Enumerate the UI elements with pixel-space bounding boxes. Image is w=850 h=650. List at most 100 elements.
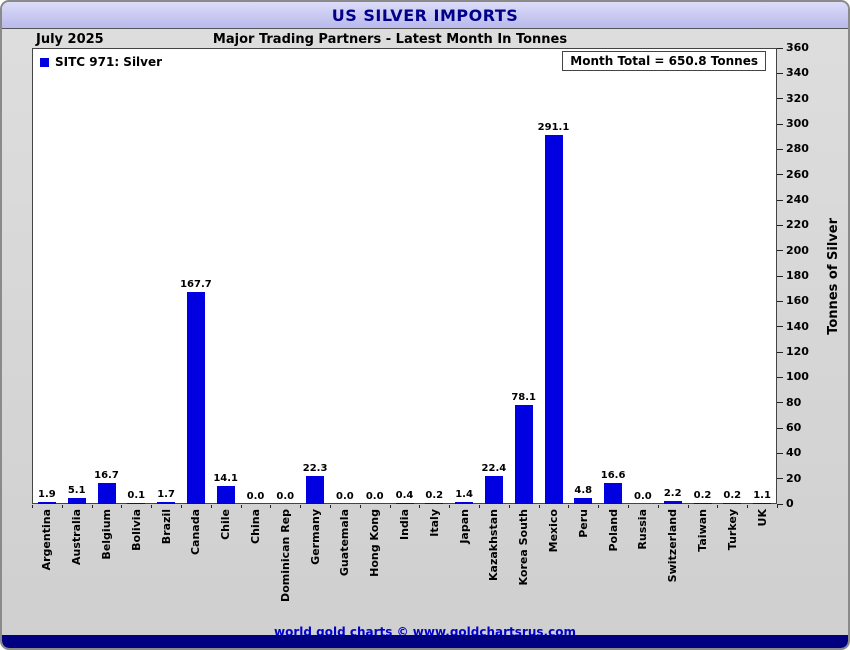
page-title: US SILVER IMPORTS: [2, 2, 848, 29]
x-axis-label-text: Canada: [189, 509, 203, 556]
bar: [574, 497, 593, 504]
x-axis-label-text: Mexico: [546, 509, 560, 553]
chart-subtitle: Major Trading Partners - Latest Month In…: [212, 32, 568, 47]
x-axis-label: UK: [747, 509, 777, 634]
y-axis-tick-label: 160: [786, 294, 809, 308]
bar-value-label: 78.1: [511, 392, 537, 404]
bar: [723, 503, 742, 504]
y-axis-tick-label: 80: [786, 395, 802, 409]
bar: [425, 503, 444, 504]
x-axis-tick: [240, 505, 242, 508]
y-axis-title-text: Tonnes of Silver: [825, 217, 841, 335]
bar: [97, 482, 116, 504]
bar: [455, 502, 474, 504]
x-axis-label: Japan: [449, 509, 479, 634]
bar: [127, 503, 146, 504]
x-axis-label: Germany: [300, 509, 330, 634]
bar-value-label: 2.2: [663, 488, 682, 500]
y-axis-tick-label: 300: [786, 117, 809, 130]
y-axis-tick-label: 200: [786, 243, 809, 257]
x-axis-label: Canada: [181, 509, 211, 634]
bar-value-label: 0.0: [336, 491, 354, 502]
x-axis-tick: [568, 505, 570, 508]
bar-value-label: 1.4: [455, 489, 473, 501]
bar: [604, 482, 623, 504]
x-axis-tick: [121, 505, 123, 508]
x-axis-tick: [538, 505, 540, 508]
bar-value-label: 4.8: [574, 484, 593, 496]
bar: [753, 502, 772, 504]
y-axis-tick-label: 20: [786, 471, 802, 485]
y-axis-tick: [777, 224, 783, 226]
bar-value-label: 0.4: [395, 490, 414, 501]
x-axis-label-text: Switzerland: [666, 509, 680, 583]
x-axis-label-text: India: [397, 509, 411, 540]
bar-value-label: 5.1: [67, 484, 86, 496]
legend-label: SITC 971: Silver: [55, 55, 163, 69]
bar-value-label: 1.7: [157, 488, 175, 500]
y-axis-tick: [777, 123, 783, 125]
x-axis-label: Chile: [211, 509, 241, 634]
y-axis-tick: [777, 326, 783, 328]
bar: [514, 405, 533, 504]
y-axis-tick-label: 240: [786, 193, 809, 206]
bar-value-label: 167.7: [180, 278, 212, 290]
x-axis-label: China: [241, 509, 271, 634]
x-axis-label-text: China: [248, 509, 262, 544]
bar: [157, 501, 176, 504]
y-axis-tick: [777, 300, 783, 302]
date-label: July 2025: [36, 32, 104, 47]
y-axis-tick-label: 140: [786, 319, 809, 333]
y-axis-tick-label: 280: [786, 142, 809, 156]
x-axis-tick: [777, 505, 778, 508]
y-axis-tick: [777, 98, 783, 100]
y-axis-tick: [777, 72, 783, 74]
x-axis-label: Bolivia: [121, 509, 151, 634]
bar-value-label: 1.9: [38, 488, 56, 500]
bar-value-label: 22.3: [302, 462, 328, 474]
x-axis-tick: [419, 505, 421, 508]
x-axis-label-text: Italy: [427, 509, 441, 537]
x-axis-tick: [210, 505, 212, 508]
x-axis-label-text: Belgium: [99, 509, 113, 560]
y-axis-tick-label: 340: [786, 66, 809, 80]
bar-value-label: 22.4: [481, 462, 507, 474]
x-axis-tick: [389, 505, 391, 508]
x-axis-tick: [657, 505, 659, 508]
y-axis-tick-label: 40: [786, 446, 802, 460]
x-axis-tick: [330, 505, 331, 508]
y-axis-tick: [777, 275, 783, 277]
x-axis-tick: [687, 505, 689, 508]
y-axis-tick: [777, 478, 783, 480]
y-axis-tick-label: 120: [786, 345, 809, 358]
bar-value-label: 0.0: [276, 491, 295, 502]
x-axis-label-text: Guatemala: [338, 509, 352, 577]
y-axis-tick-label: 0: [786, 497, 794, 510]
x-axis-label: Brazil: [151, 509, 181, 634]
x-axis-label-text: Hong Kong: [368, 509, 382, 577]
bar-value-label: 0.0: [365, 491, 384, 502]
y-axis-tick-label: 320: [786, 91, 809, 105]
bar: [216, 486, 235, 504]
x-axis-label: Guatemala: [330, 509, 360, 634]
x-axis-label-text: Brazil: [159, 509, 173, 545]
plot-area: [32, 48, 777, 504]
bar: [306, 475, 325, 504]
x-axis-label-text: Taiwan: [695, 509, 709, 552]
x-axis-tick: [628, 505, 629, 508]
bar-value-label: 0.2: [693, 490, 712, 501]
y-axis-tick-label: 360: [786, 41, 809, 54]
bar-value-label: 0.2: [723, 490, 742, 501]
x-axis-tick: [359, 505, 361, 508]
bar-value-label: 0.0: [634, 491, 652, 502]
bar: [663, 501, 682, 504]
bottom-accent-bar: [2, 635, 848, 648]
y-axis-tick: [777, 452, 783, 454]
y-axis-tick: [777, 47, 783, 49]
x-axis-tick: [270, 505, 272, 508]
y-axis-tick: [777, 402, 783, 404]
x-axis-tick: [479, 505, 480, 508]
x-axis-tick: [508, 505, 510, 508]
month-total-badge: Month Total = 650.8 Tonnes: [562, 51, 766, 71]
